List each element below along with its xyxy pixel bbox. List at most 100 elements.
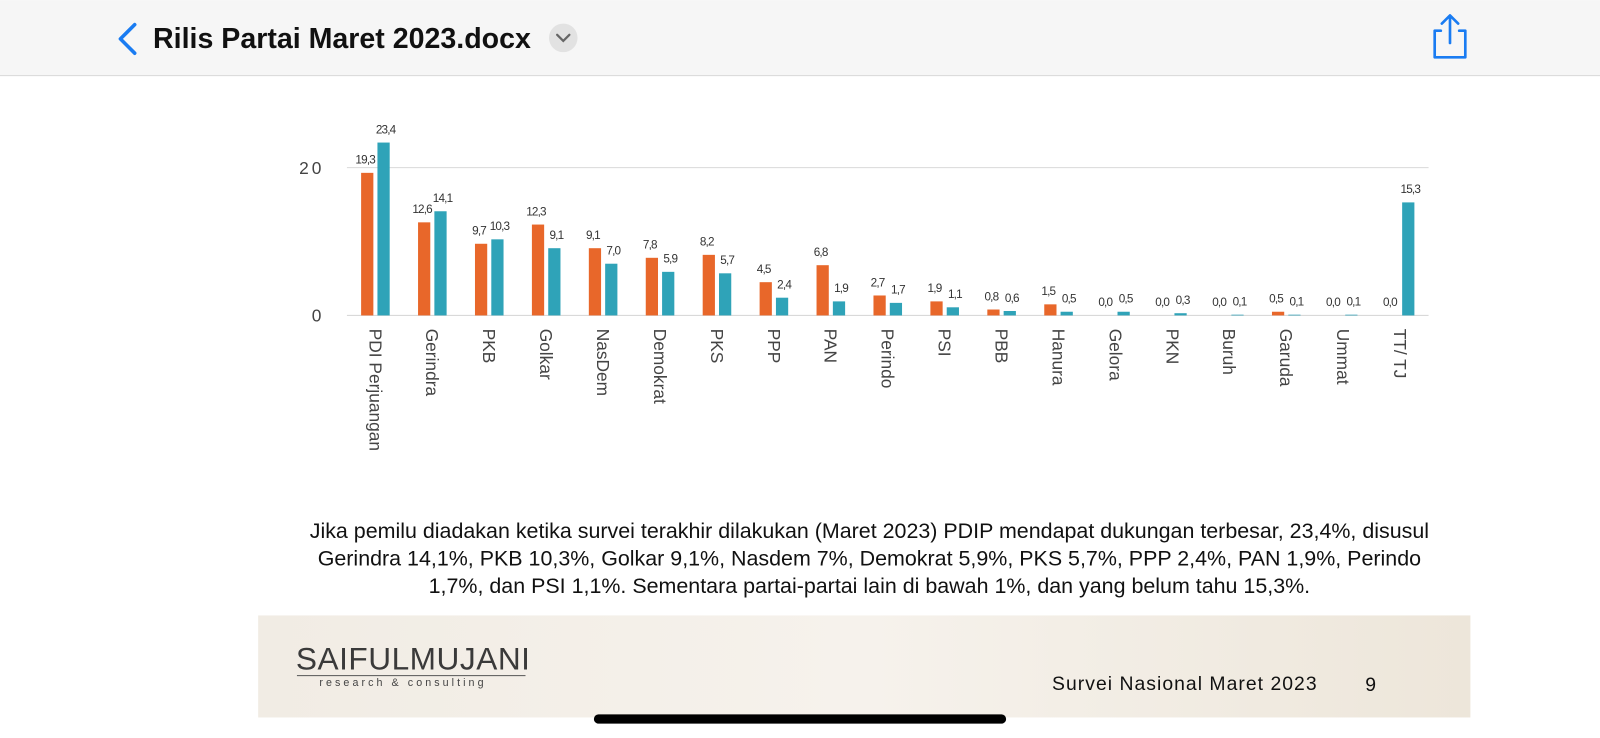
value-label: 1,7: [891, 284, 905, 297]
paragraph: Jika pemilu diadakan ketika survei terak…: [309, 519, 1430, 599]
x-tick-label: Golkar: [536, 329, 556, 380]
value-label: 12,6: [412, 203, 432, 216]
bar: [930, 301, 943, 316]
bar: [816, 265, 829, 316]
y-tick-label: 20: [299, 158, 324, 178]
value-label: 0,0: [1155, 296, 1170, 309]
toolbar: [0, 0, 1600, 76]
bar: [361, 172, 374, 316]
value-label: 12,3: [526, 205, 546, 218]
page-number: 9: [1365, 674, 1376, 696]
footer-caption: Survei Nasional Maret 2023: [1052, 673, 1318, 695]
bar: [1044, 304, 1057, 316]
value-label: 0,1: [1346, 296, 1360, 309]
value-label: 0,0: [1212, 296, 1227, 309]
bar: [719, 273, 732, 316]
y-tick-label: 0: [312, 306, 325, 326]
bar: [474, 243, 488, 316]
bar: [759, 282, 772, 316]
bar: [832, 301, 846, 316]
value-label: 19,3: [355, 154, 375, 167]
value-label: 4,5: [757, 263, 772, 276]
value-label: 9,1: [586, 229, 600, 242]
back-button[interactable]: [118, 22, 137, 55]
x-tick-label: PAN: [821, 329, 841, 363]
value-label: 0,5: [1119, 293, 1134, 306]
bar: [434, 211, 447, 316]
x-tick-label: PSI: [935, 329, 955, 357]
x-tick-label: PBB: [991, 329, 1011, 364]
value-label: 0,0: [1098, 296, 1113, 309]
bar: [531, 224, 545, 316]
value-label: 23,4: [376, 123, 397, 136]
x-tick-label: PPP: [764, 329, 784, 364]
bar: [1345, 314, 1358, 316]
value-label: 10,3: [490, 220, 510, 233]
value-label: 5,9: [663, 253, 677, 266]
x-tick-label: Hanura: [1048, 329, 1068, 386]
x-tick-label: Ummat: [1333, 329, 1353, 385]
value-label: 0,3: [1176, 294, 1190, 307]
bar: [605, 263, 618, 316]
value-label: 2,4: [777, 279, 792, 292]
paragraph-box: Jika pemilu diadakan ketika survei terak…: [309, 519, 1430, 599]
x-tick-label: PKS: [707, 329, 727, 364]
value-label: 0,5: [1269, 293, 1284, 306]
value-label: 1,1: [948, 288, 962, 301]
x-tick-label: PKB: [479, 329, 499, 364]
bar: [1117, 311, 1130, 316]
value-label: 0,0: [1383, 296, 1398, 309]
value-label: 1,9: [928, 282, 942, 295]
bar: [946, 307, 959, 316]
x-tick-label: Gelora: [1105, 329, 1125, 381]
value-label: 0,0: [1326, 296, 1341, 309]
bar: [418, 222, 431, 316]
value-label: 2,7: [871, 276, 885, 289]
value-label: 5,7: [720, 254, 734, 267]
bar: [588, 248, 602, 316]
share-button[interactable]: [1433, 14, 1467, 59]
bar: [889, 302, 903, 316]
bar: [1060, 311, 1073, 316]
value-label: 7,8: [643, 239, 658, 252]
bar: [1402, 202, 1415, 316]
value-label: 8,2: [700, 236, 714, 249]
value-label: 9,1: [549, 229, 563, 242]
bar: [775, 297, 789, 316]
bar: [702, 254, 715, 316]
footer-band: [258, 615, 1471, 718]
value-label: 1,5: [1041, 285, 1056, 298]
x-tick-label: PDI Perjuangan: [365, 329, 385, 451]
document-title: Rilis Partai Maret 2023.docx: [153, 23, 531, 55]
bar: [377, 142, 390, 316]
bar: [1288, 314, 1301, 316]
bar: [645, 257, 659, 316]
bar: [873, 295, 886, 316]
value-label: 0,1: [1290, 296, 1304, 309]
bar: [1271, 311, 1285, 316]
value-label: 7,0: [606, 245, 621, 258]
value-label: 0,8: [984, 290, 999, 303]
home-indicator: [593, 714, 1007, 724]
x-tick-label: Demokrat: [650, 329, 670, 404]
x-tick-label: Perindo: [878, 329, 898, 389]
logo-subtitle: research & consulting: [319, 677, 486, 689]
x-tick-label: Buruh: [1219, 329, 1239, 375]
bar: [1231, 314, 1244, 316]
bar: [548, 248, 561, 316]
bar: [662, 271, 675, 316]
x-tick-label: Garuda: [1276, 329, 1296, 387]
x-tick-label: TT/ TJ: [1390, 329, 1410, 379]
value-label: 1,9: [834, 282, 848, 295]
x-tick-label: NasDem: [593, 329, 613, 396]
value-label: 9,7: [472, 225, 486, 238]
value-label: 0,5: [1062, 293, 1077, 306]
bar: [987, 309, 1000, 316]
value-label: 0,6: [1005, 292, 1019, 305]
value-label: 14,1: [433, 192, 453, 205]
bar: [1174, 313, 1187, 316]
x-tick-label: Gerindra: [422, 329, 442, 397]
title-menu[interactable]: [548, 23, 578, 53]
